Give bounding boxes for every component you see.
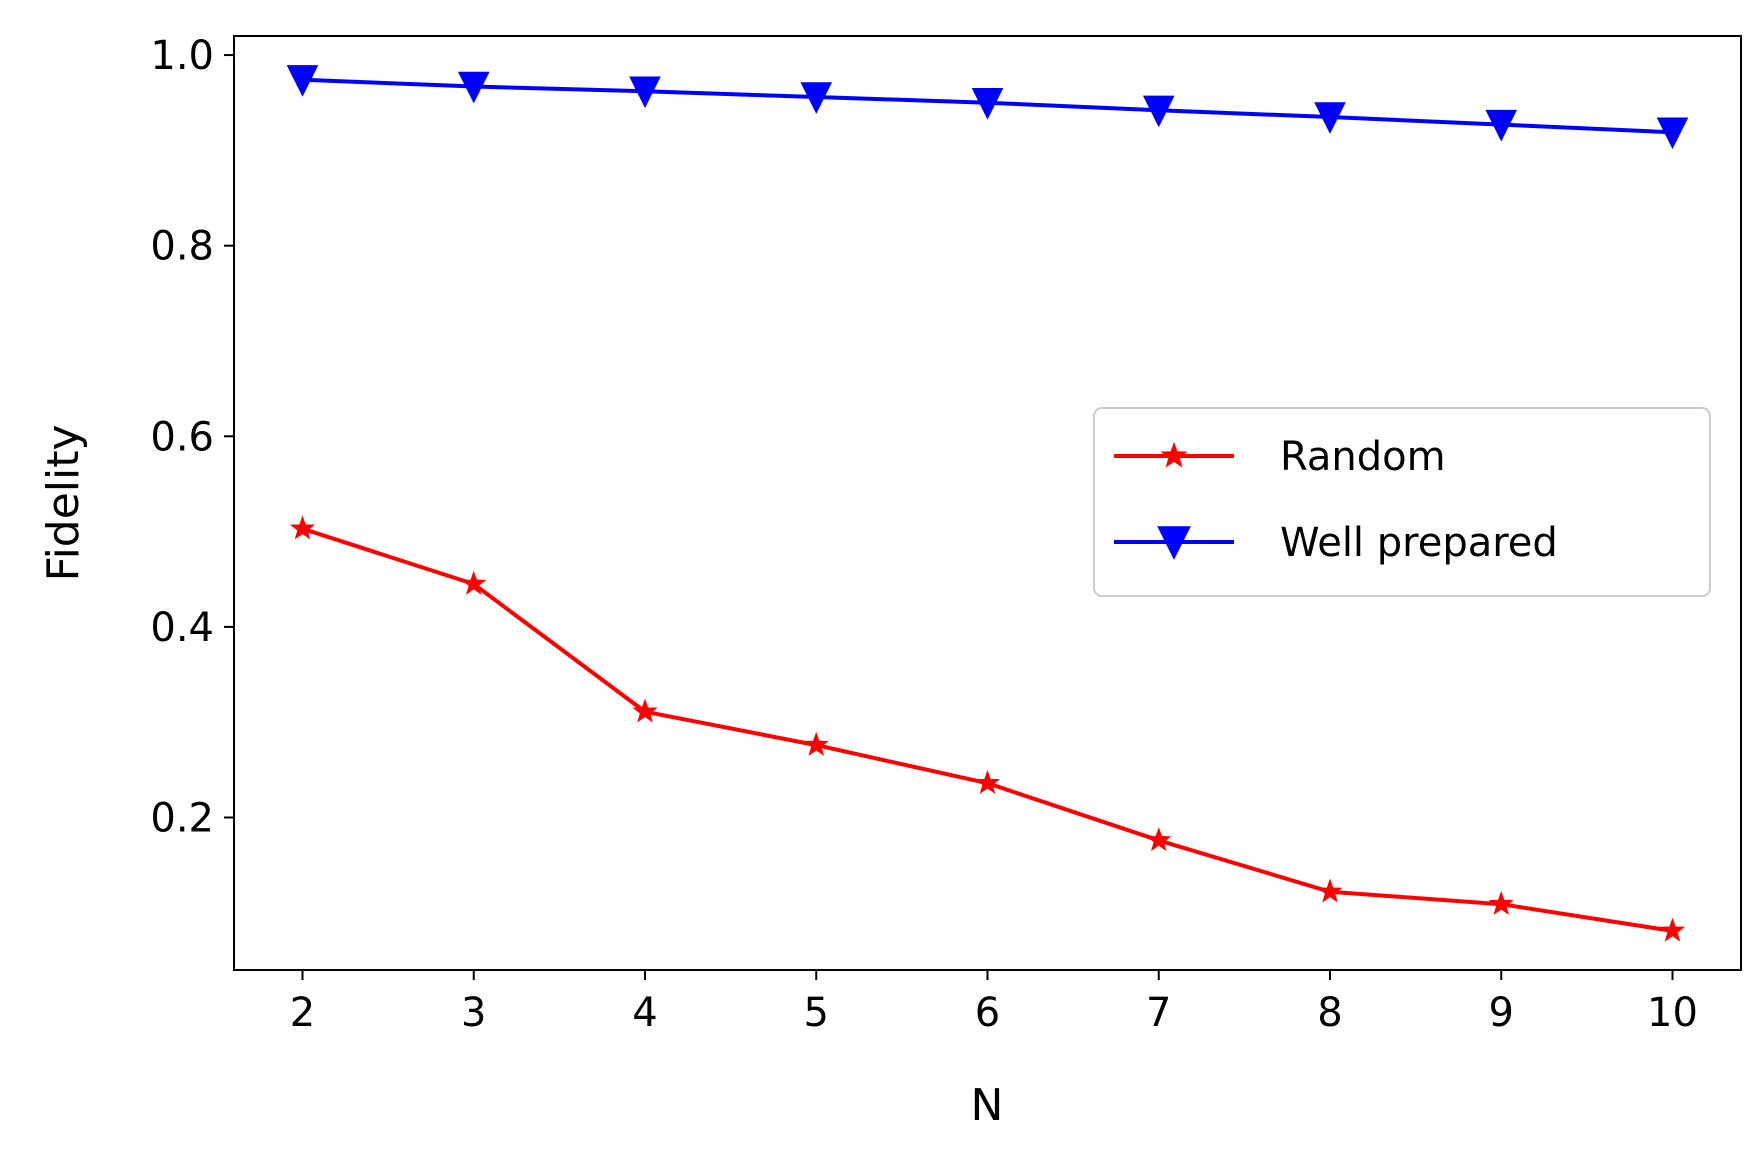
legend-entry-well-prepared: Well prepared bbox=[1114, 520, 1558, 566]
legend-marker bbox=[1160, 441, 1188, 468]
x-axis-ticks: 2 3 4 5 6 7 8 9 10 bbox=[290, 970, 1698, 1036]
x-tick-label: 8 bbox=[1317, 990, 1342, 1036]
data-point-well-prepared bbox=[971, 87, 1004, 120]
y-axis-label: Fidelity bbox=[38, 424, 89, 581]
legend-box bbox=[1093, 407, 1711, 597]
x-tick-label: 6 bbox=[975, 990, 1000, 1036]
data-point-well-prepared bbox=[457, 71, 490, 104]
data-point-random bbox=[1317, 878, 1343, 903]
data-point-random bbox=[803, 731, 829, 756]
data-point-random bbox=[974, 769, 1001, 794]
data-point-random bbox=[632, 698, 658, 723]
legend-label: Well prepared bbox=[1280, 520, 1558, 566]
y-tick-label: 1.0 bbox=[150, 33, 214, 79]
series-layer bbox=[286, 65, 1689, 942]
series-random bbox=[289, 515, 1686, 942]
x-tick-label: 9 bbox=[1489, 990, 1514, 1036]
y-axis-ticks: 0.2 0.4 0.6 0.8 1.0 bbox=[150, 33, 234, 842]
legend-entry-random: Random bbox=[1114, 434, 1446, 480]
data-point-random bbox=[461, 570, 487, 595]
x-tick-label: 10 bbox=[1647, 990, 1698, 1036]
x-tick-label: 5 bbox=[804, 990, 829, 1036]
x-tick-label: 3 bbox=[461, 990, 486, 1036]
x-tick-label: 7 bbox=[1146, 990, 1171, 1036]
data-point-random bbox=[1488, 890, 1514, 915]
x-axis-label: N bbox=[971, 1080, 1004, 1131]
legend-entries: Random Well prepared bbox=[1114, 434, 1558, 566]
y-tick-label: 0.2 bbox=[150, 796, 214, 842]
data-point-well-prepared bbox=[1656, 117, 1689, 150]
data-point-well-prepared bbox=[1485, 109, 1518, 142]
y-tick-label: 0.8 bbox=[150, 224, 214, 270]
y-tick-label: 0.6 bbox=[150, 414, 214, 460]
data-point-well-prepared bbox=[629, 76, 661, 109]
data-point-well-prepared bbox=[1142, 95, 1175, 128]
data-point-random bbox=[1659, 917, 1686, 942]
data-point-random bbox=[289, 515, 316, 540]
data-point-well-prepared bbox=[286, 65, 319, 97]
legend-label: Random bbox=[1280, 434, 1446, 480]
legend: Random Well prepared bbox=[1093, 407, 1711, 597]
legend-marker bbox=[1157, 526, 1191, 560]
data-point-well-prepared bbox=[1314, 102, 1346, 134]
y-tick-label: 0.4 bbox=[150, 605, 214, 651]
x-tick-label: 4 bbox=[632, 990, 657, 1036]
data-point-well-prepared bbox=[800, 82, 833, 114]
x-tick-label: 2 bbox=[290, 990, 315, 1036]
series-well-prepared bbox=[286, 65, 1689, 150]
data-point-random bbox=[1146, 827, 1172, 852]
